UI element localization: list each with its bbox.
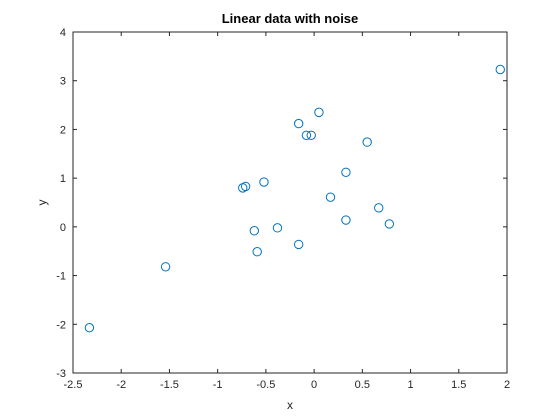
data-point [252, 247, 262, 257]
plot-area [72, 31, 508, 374]
y-tick-label: -2 [56, 319, 66, 331]
data-point [341, 215, 351, 225]
data-point [259, 177, 269, 187]
x-tick-label: 0.5 [355, 379, 370, 391]
y-tick-label: -1 [56, 271, 66, 283]
data-point [272, 223, 283, 233]
data-point [495, 64, 505, 75]
data-point [341, 167, 351, 177]
data-points [84, 64, 505, 333]
data-point [240, 181, 251, 192]
x-tick-labels: -2.5 -2 -1.5 -1 -0.5 0 0.5 1 1.5 2 [64, 379, 511, 391]
y-axis-label: y [35, 200, 49, 206]
x-tick-label: 0 [311, 379, 317, 391]
x-tick-label: -0.5 [256, 379, 275, 391]
data-point [293, 239, 304, 250]
data-point [301, 130, 312, 140]
data-point [325, 192, 336, 202]
x-tick-label: -1.5 [160, 379, 179, 391]
x-tick-label: -2.5 [64, 379, 83, 391]
data-point [362, 137, 372, 147]
x-tick-label: -1 [213, 379, 223, 391]
y-tick-label: 2 [60, 124, 66, 136]
y-tick-label: 4 [60, 27, 66, 39]
x-tick-label: 2 [504, 379, 510, 391]
chart-title: Linear data with noise [222, 11, 359, 26]
y-tick-label: 0 [60, 222, 66, 234]
x-axis-label: x [287, 398, 293, 412]
data-point [160, 262, 171, 272]
data-point [249, 226, 260, 236]
data-point [84, 322, 95, 333]
x-tick-label: 1.5 [451, 379, 466, 391]
data-point [384, 219, 395, 229]
y-tick-label: 3 [60, 76, 66, 88]
tick-marks [72, 31, 508, 374]
data-point [314, 107, 324, 118]
x-tick-label: 1 [407, 379, 413, 391]
data-point [306, 130, 316, 140]
data-point [374, 203, 384, 213]
y-tick-label: -3 [56, 368, 66, 380]
x-tick-label: -2 [116, 379, 126, 391]
data-point [293, 118, 304, 129]
y-tick-labels: -3 -2 -1 0 1 2 3 4 [56, 27, 66, 380]
y-tick-label: 1 [60, 173, 66, 185]
